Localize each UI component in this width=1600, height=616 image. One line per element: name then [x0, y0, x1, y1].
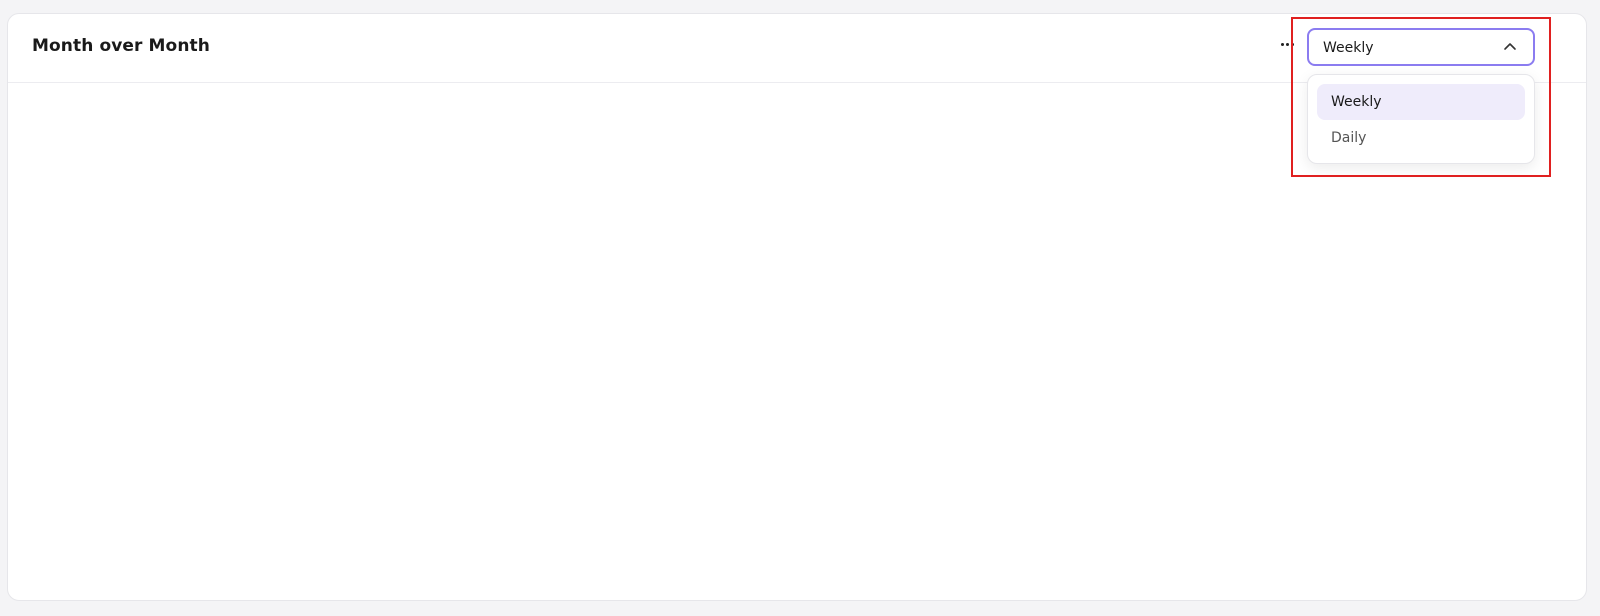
more-horizontal-icon [1280, 42, 1284, 46]
menu-item-weekly[interactable]: Weekly [1317, 84, 1525, 120]
interval-select[interactable]: Weekly [1307, 28, 1535, 66]
more-dot [1290, 42, 1294, 46]
more-dot [1285, 42, 1289, 46]
menu-item-daily[interactable]: Daily [1331, 130, 1367, 146]
card-header: Month over Month Weekly Weekly Daily [8, 14, 1586, 164]
more-options-button[interactable] [1276, 34, 1298, 54]
interval-dropdown-menu: Weekly Daily [1307, 74, 1535, 164]
page-title: Month over Month [32, 36, 210, 56]
chart-card: Month over Month Weekly Weekly Daily [7, 13, 1587, 601]
chevron-up-icon [1504, 43, 1516, 50]
select-value: Weekly [1323, 40, 1374, 56]
